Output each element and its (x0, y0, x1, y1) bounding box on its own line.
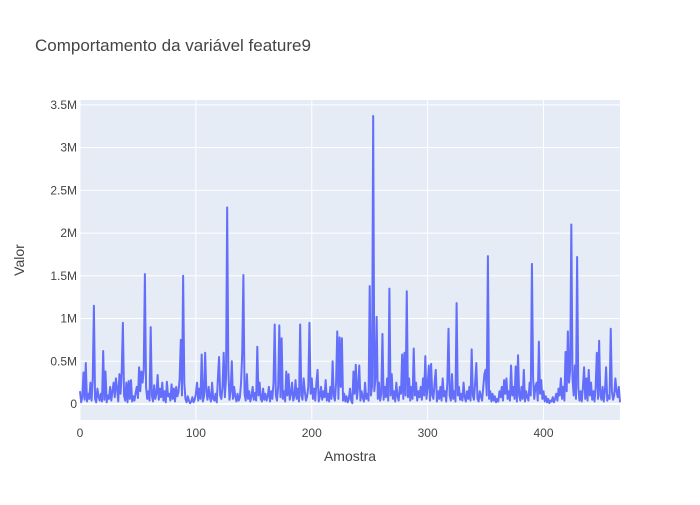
y-tick-label: 2.5M (50, 183, 77, 197)
y-tick-label: 3M (60, 141, 77, 155)
chart-title: Comportamento da variável feature9 (35, 36, 311, 55)
plot-area (80, 100, 620, 420)
x-tick-label: 100 (186, 426, 206, 440)
y-tick-label: 0.5M (50, 354, 77, 368)
y-tick-label: 1M (60, 312, 77, 326)
series-layer (79, 114, 621, 405)
x-tick-label: 300 (418, 426, 438, 440)
x-tick-label: 200 (302, 426, 322, 440)
y-tick-label: 1.5M (50, 269, 77, 283)
y-axis-title: Valor (11, 244, 27, 276)
x-tick-label: 400 (534, 426, 554, 440)
y-tick-label: 3.5M (50, 98, 77, 112)
y-tick-label: 0 (70, 397, 77, 411)
x-tick-label: 0 (77, 426, 84, 440)
line-series (79, 114, 621, 405)
x-axis-title: Amostra (324, 448, 376, 464)
grid (79, 100, 620, 420)
tick-labels: 0 0.5M 1M 1.5M 2M 2.5M 3M 3.5M 0 100 200 300 400 (50, 98, 554, 440)
y-tick-label: 2M (60, 226, 77, 240)
